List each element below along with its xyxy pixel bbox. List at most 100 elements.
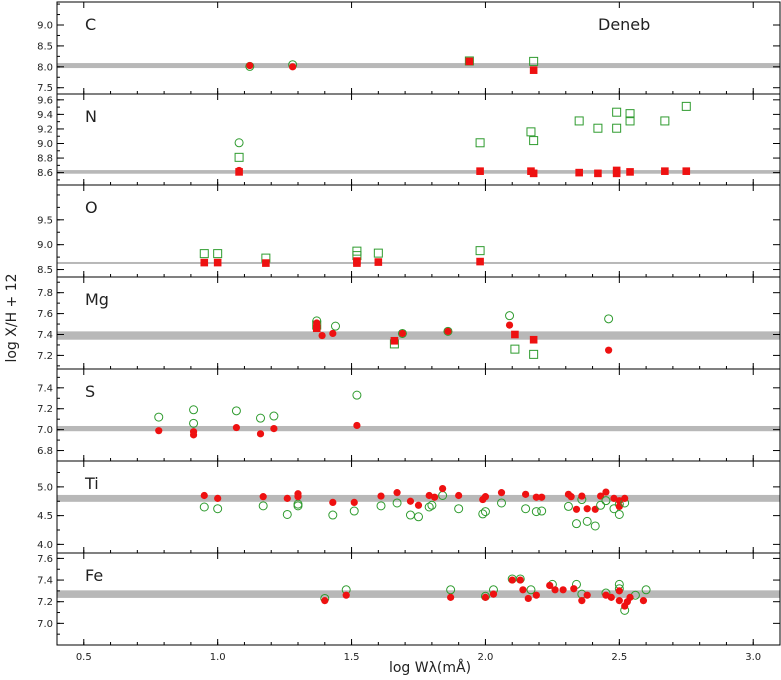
mean-abundance-band xyxy=(57,331,780,340)
filled-square-point xyxy=(262,259,270,267)
filled-circle-point xyxy=(572,505,581,513)
open-circle-point xyxy=(269,411,279,421)
filled-square-point xyxy=(312,324,321,333)
open-circle-point xyxy=(443,326,453,336)
filled-circle-point xyxy=(591,505,599,513)
filled-circle-point xyxy=(259,493,267,501)
filled-circle-point xyxy=(321,597,329,605)
open-square-point xyxy=(199,249,209,259)
open-square-point xyxy=(625,116,635,126)
filled-square-point xyxy=(626,168,634,176)
filled-circle-point xyxy=(232,423,241,432)
filled-circle-point xyxy=(377,492,385,500)
open-circle-point xyxy=(293,501,303,511)
open-circle-point xyxy=(526,585,536,595)
y-tick-label: 9.6 xyxy=(37,95,53,106)
filled-circle-point xyxy=(532,591,540,599)
panel-frame xyxy=(56,1,781,95)
y-tick-label: 8.8 xyxy=(37,154,53,165)
filled-circle-point xyxy=(602,488,610,496)
filled-circle-point xyxy=(350,498,358,506)
open-circle-point xyxy=(596,500,606,510)
filled-square-point xyxy=(353,259,361,267)
panel-frame xyxy=(56,276,781,370)
filled-circle-point xyxy=(605,346,613,354)
filled-circle-point xyxy=(283,494,291,502)
filled-circle-point xyxy=(546,581,554,590)
open-circle-point xyxy=(397,328,407,338)
filled-square-point xyxy=(529,169,538,178)
filled-circle-point xyxy=(615,587,623,595)
filled-circle-point xyxy=(329,329,337,338)
open-circle-point xyxy=(189,418,199,428)
panel-frame xyxy=(56,552,781,646)
panel-ti: 4.0 4.5 5.0 Ti xyxy=(37,460,781,554)
filled-circle-point xyxy=(342,591,350,599)
filled-circle-point xyxy=(583,505,591,513)
filled-circle-point xyxy=(200,491,208,500)
panel-fe: 7.0 7.2 7.4 7.6 Fe xyxy=(37,552,781,646)
open-square-point xyxy=(475,138,485,148)
y-tick-label: 9.0 xyxy=(37,139,53,150)
filled-square-point xyxy=(682,167,691,175)
filled-circle-point xyxy=(615,597,623,605)
filled-circle-point xyxy=(524,594,532,603)
open-circle-point xyxy=(424,502,434,512)
open-circle-point xyxy=(601,496,611,506)
filled-circle-point xyxy=(246,61,254,70)
open-square-point xyxy=(593,123,603,133)
filled-circle-point xyxy=(214,494,222,502)
y-tick-label: 7.6 xyxy=(37,309,53,320)
open-circle-point xyxy=(531,507,541,517)
filled-circle-point xyxy=(439,485,447,493)
x-tick-label: 2.0 xyxy=(477,652,493,663)
open-circle-point xyxy=(330,321,340,331)
filled-circle-point xyxy=(621,494,629,502)
y-tick-label: 4.0 xyxy=(37,540,53,551)
filled-circle-point xyxy=(532,493,540,501)
open-circle-point xyxy=(478,509,488,519)
open-square-point xyxy=(529,56,539,66)
filled-circle-point xyxy=(538,493,546,501)
y-tick-label: 9.0 xyxy=(37,240,53,251)
x-axis-tick-labels: 0.5 1.0 1.5 2.0 2.5 3.0 xyxy=(76,652,761,663)
y-tick-label: 4.5 xyxy=(37,511,53,522)
open-square-point xyxy=(574,116,584,126)
filled-circle-point xyxy=(155,427,163,435)
open-circle-point xyxy=(282,509,292,519)
x-tick-label: 3.0 xyxy=(745,652,761,663)
open-circle-point xyxy=(189,405,199,415)
open-circle-point xyxy=(234,138,244,148)
panel-c: 7.5 8.0 8.5 9.0 C Deneb xyxy=(37,1,781,95)
open-circle-point xyxy=(590,521,600,531)
filled-square-point xyxy=(575,168,583,177)
filled-square-point xyxy=(476,167,484,175)
filled-circle-point xyxy=(578,597,586,605)
mean-abundance-band xyxy=(57,425,780,432)
panel-o: 8.5 9.0 9.5 O xyxy=(37,184,781,278)
mean-abundance-band xyxy=(57,63,780,69)
filled-circle-point xyxy=(607,593,615,601)
element-label: S xyxy=(85,382,95,401)
filled-circle-point xyxy=(414,501,423,509)
filled-circle-point xyxy=(639,597,648,605)
filled-circle-point xyxy=(455,491,463,500)
open-circle-point xyxy=(505,311,515,321)
open-circle-point xyxy=(256,413,266,423)
open-square-point xyxy=(681,101,691,111)
open-square-point xyxy=(529,136,539,146)
filled-circle-point xyxy=(256,430,265,438)
filled-square-point xyxy=(529,66,538,74)
open-circle-point xyxy=(497,498,507,508)
filled-circle-point xyxy=(583,591,591,599)
filled-circle-point xyxy=(551,586,559,594)
x-tick-label: 2.5 xyxy=(611,652,627,663)
mean-abundance-band xyxy=(57,170,780,174)
open-square-point xyxy=(234,152,244,162)
filled-square-point xyxy=(200,258,209,267)
open-circle-point xyxy=(154,412,164,422)
filled-circle-point xyxy=(270,424,278,433)
x-tick-label: 1.0 xyxy=(210,652,226,663)
filled-circle-point xyxy=(398,329,407,338)
filled-circle-point xyxy=(481,493,490,501)
